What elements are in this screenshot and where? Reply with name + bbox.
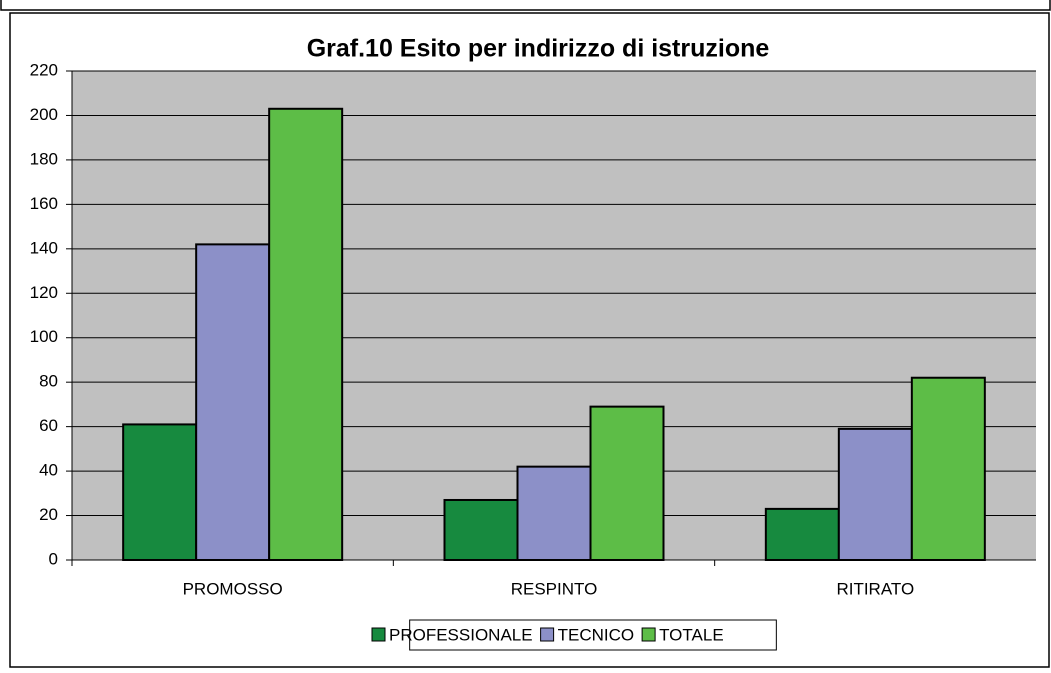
legend-swatch (540, 627, 555, 642)
legend-swatch (371, 627, 386, 642)
legend-label: TECNICO (558, 625, 635, 644)
bar (516, 465, 592, 561)
y-tick-label: 180 (30, 149, 58, 168)
y-tick-label: 0 (49, 549, 58, 568)
y-tick-label: 20 (39, 505, 58, 524)
bar (764, 507, 840, 561)
legend-label: PROFESSIONALE (389, 625, 533, 644)
bar (443, 498, 519, 561)
chart-title: Graf.10 Esito per indirizzo di istruzion… (307, 35, 770, 63)
x-tick-label: RESPINTO (511, 579, 598, 598)
y-tick-label: 40 (39, 461, 58, 480)
legend-box (409, 619, 777, 651)
x-tick-label: PROMOSSO (183, 579, 283, 598)
y-tick-label: 200 (30, 105, 58, 124)
y-tick-label: 120 (30, 283, 58, 302)
y-tick-label: 60 (39, 416, 58, 435)
bar (195, 243, 271, 561)
y-tick-label: 80 (39, 372, 58, 391)
legend-label: TOTALE (659, 625, 724, 644)
bar (122, 423, 198, 561)
y-tick-label: 220 (30, 60, 58, 79)
bar (837, 427, 913, 562)
y-tick-label: 140 (30, 238, 58, 257)
x-tick-label: RITIRATO (836, 579, 914, 598)
bar (589, 405, 665, 561)
bar (910, 376, 986, 561)
y-tick-label: 100 (30, 327, 58, 346)
top-frame (0, 0, 1051, 11)
y-tick-label: 160 (30, 194, 58, 213)
bar (268, 107, 344, 561)
legend-swatch (641, 627, 656, 642)
